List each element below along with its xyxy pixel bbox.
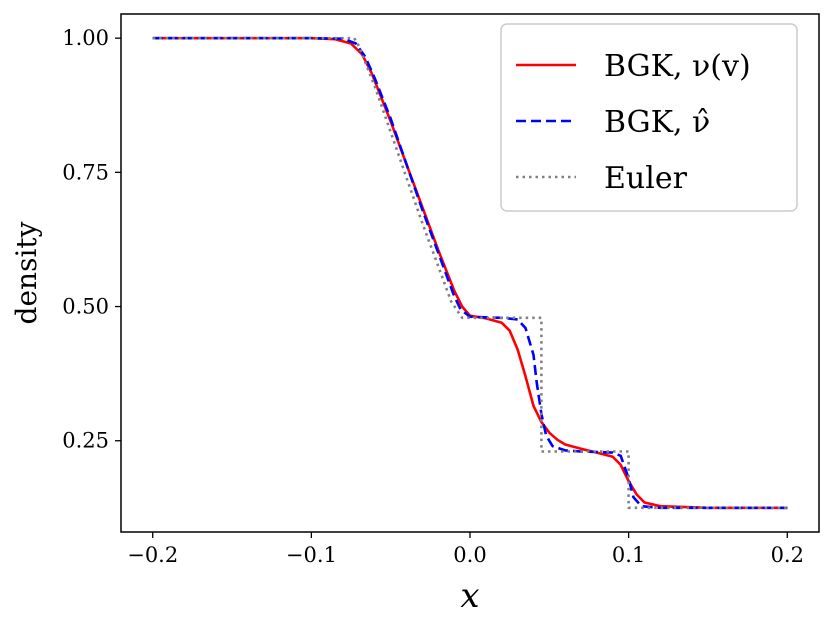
y-ticks: 0.25 0.50 0.75 1.00 [62, 26, 121, 453]
x-tick-label: 0.0 [453, 543, 486, 567]
series-line-2 [152, 36, 788, 510]
x-axis-title: x [460, 576, 479, 616]
y-tick-label: 0.75 [62, 160, 109, 184]
y-tick-label: 0.50 [62, 295, 109, 319]
y-tick-label: 0.25 [62, 429, 109, 453]
series-layer [152, 36, 788, 510]
x-tick-label: −0.1 [286, 543, 337, 567]
legend-box [500, 23, 798, 212]
x-tick-label: 0.2 [771, 543, 804, 567]
x-tick-label: −0.2 [127, 543, 178, 567]
legend-label-2: Euler [604, 161, 688, 196]
series-line-1 [152, 36, 788, 510]
legend-label-1: BGK, ν̂ [604, 105, 710, 140]
x-ticks: −0.2 −0.1 0.0 0.1 0.2 [127, 532, 804, 567]
y-axis-title: density [10, 221, 43, 324]
legend-label-0: BGK, ν(v) [604, 49, 751, 84]
legend: BGK, ν(v) BGK, ν̂ Euler [500, 23, 798, 212]
x-tick-label: 0.1 [612, 543, 645, 567]
y-tick-label: 1.00 [62, 26, 109, 50]
